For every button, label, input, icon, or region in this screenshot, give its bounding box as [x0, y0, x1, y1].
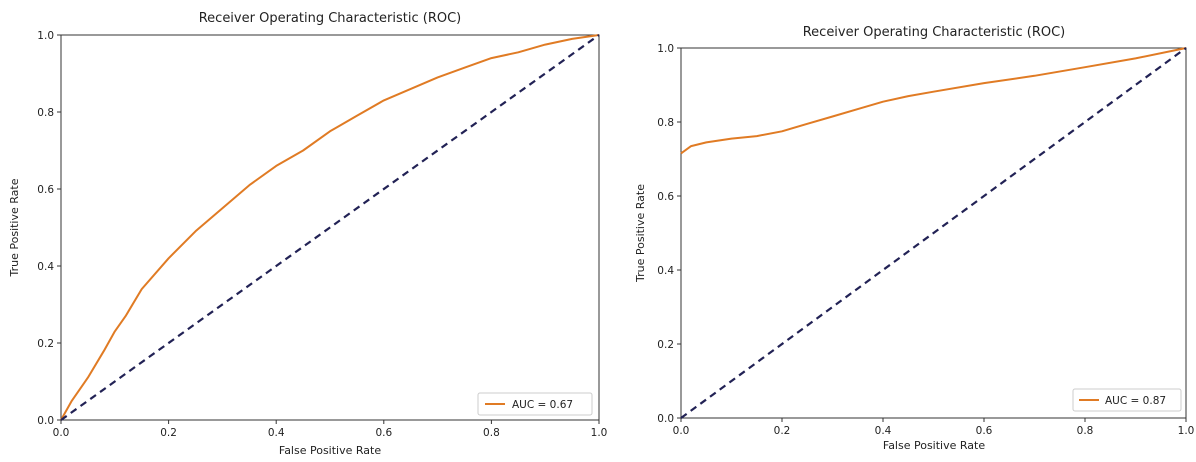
y-tick-label: 0.8	[37, 107, 54, 119]
x-tick-label: 0.8	[1077, 425, 1094, 437]
legend-box	[1072, 388, 1182, 412]
legend: AUC = 0.67	[477, 392, 593, 416]
legend-label: AUC = 0.67	[512, 399, 573, 411]
x-tick-label: 1.0	[1178, 425, 1195, 437]
y-axis-label: True Positive Rate	[634, 184, 647, 283]
y-tick-label: 0.4	[657, 265, 674, 277]
y-tick-label: 0.0	[37, 415, 54, 427]
y-tick-label: 1.0	[37, 30, 54, 42]
chart-title: Receiver Operating Characteristic (ROC)	[803, 25, 1066, 40]
roc-chart-left: Receiver Operating Characteristic (ROC) …	[8, 11, 607, 457]
y-tick-label: 0.4	[37, 261, 54, 273]
legend-label: AUC = 0.87	[1105, 395, 1166, 407]
y-axis-label: True Positive Rate	[8, 178, 21, 277]
roc-curve-line	[60, 34, 600, 421]
x-tick-label: 0.6	[976, 425, 993, 437]
x-tick-label: 0.6	[375, 427, 392, 439]
x-tick-label: 1.0	[591, 427, 608, 439]
y-tick-label: 0.2	[657, 339, 674, 351]
x-axis-label: False Positive Rate	[883, 439, 985, 452]
plot-area: 0.0 0.2 0.4 0.6 0.8 1.0 0.0 0.2 0.4 0.6 0.8 1.0	[37, 30, 607, 439]
roc-curve-line	[680, 47, 1187, 155]
chart-title: Receiver Operating Characteristic (ROC)	[199, 11, 462, 26]
x-axis-label: False Positive Rate	[279, 444, 381, 457]
y-tick-label: 0.2	[37, 338, 54, 350]
x-tick-label: 0.0	[673, 425, 690, 437]
x-tick-label: 0.8	[483, 427, 500, 439]
y-tick-label: 0.8	[657, 117, 674, 129]
y-tick-label: 1.0	[657, 43, 674, 55]
y-tick-label: 0.6	[37, 184, 54, 196]
y-tick-label: 0.0	[657, 413, 674, 425]
x-tick-label: 0.2	[774, 425, 791, 437]
x-tick-label: 0.0	[53, 427, 70, 439]
x-tick-label: 0.4	[875, 425, 892, 437]
legend-box	[477, 392, 593, 416]
roc-chart-right: Receiver Operating Characteristic (ROC) …	[634, 25, 1194, 452]
plot-area: 0.0 0.2 0.4 0.6 0.8 1.0 0.0 0.2 0.4 0.6 0.8 1.0	[657, 43, 1194, 437]
x-tick-label: 0.4	[268, 427, 285, 439]
y-tick-label: 0.6	[657, 191, 674, 203]
chance-diagonal-line	[680, 47, 1187, 419]
chance-diagonal-line	[60, 34, 600, 421]
x-tick-label: 0.2	[160, 427, 177, 439]
legend: AUC = 0.87	[1072, 388, 1182, 412]
